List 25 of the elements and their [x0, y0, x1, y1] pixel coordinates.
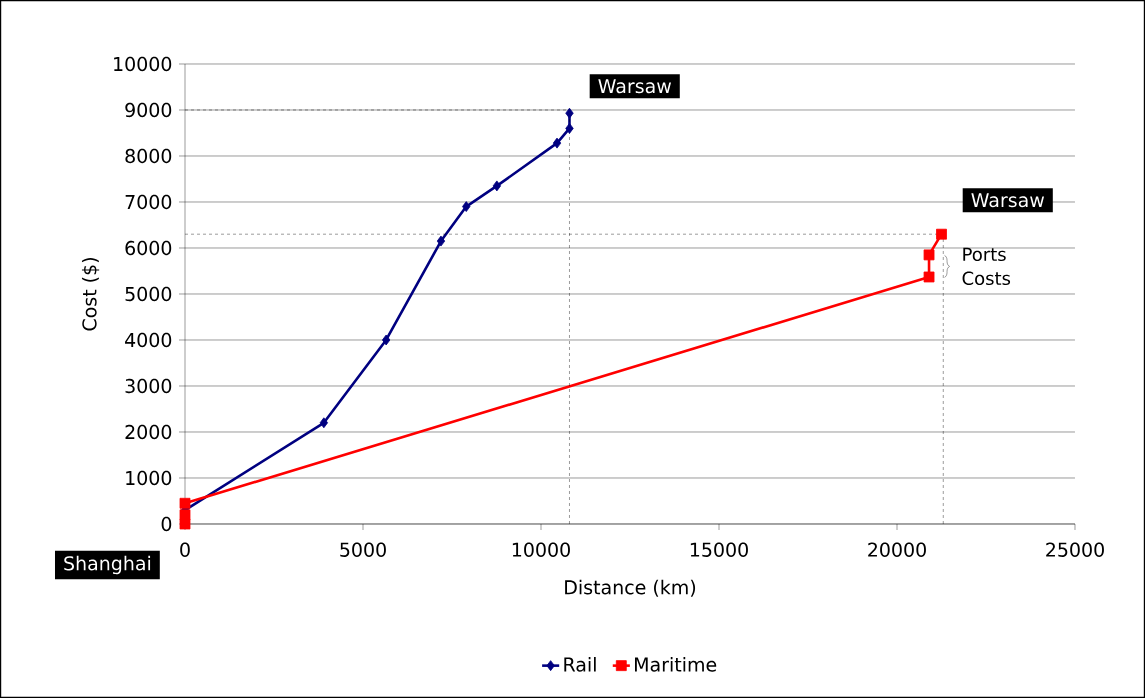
x-tick-label: 10000 — [512, 542, 570, 557]
y-tick-label: 10000 — [114, 56, 172, 72]
x-tick-label: 20000 — [868, 542, 926, 557]
x-axis-title: Distance (km) — [565, 579, 696, 597]
annotation: Warsaw — [971, 193, 1045, 208]
y-tick-label: 7000 — [125, 194, 172, 210]
y-tick-label: 0 — [161, 516, 172, 532]
y-tick-label: 8000 — [125, 148, 172, 164]
annotation: Shanghai — [64, 555, 151, 575]
x-tick-label: 25000 — [1046, 542, 1104, 557]
x-tick-label: 0 — [180, 542, 190, 557]
annotation: Ports Costs — [962, 247, 1011, 286]
y-axis-title: Cost ($) — [81, 258, 100, 331]
legend-label: Rail — [564, 656, 596, 672]
y-tick-label: 2000 — [125, 424, 172, 440]
y-tick-label: 5000 — [125, 286, 172, 302]
y-tick-label: 1000 — [126, 470, 172, 486]
y-tick-label: 6000 — [125, 240, 172, 256]
x-tick-label: 5000 — [340, 542, 386, 557]
annotation: Warsaw — [598, 79, 672, 94]
y-tick-label: 4000 — [125, 332, 172, 348]
y-tick-label: 9000 — [125, 102, 172, 118]
x-tick-label: 15000 — [690, 542, 748, 557]
y-tick-label: 3000 — [125, 378, 172, 394]
legend-label: Maritime — [635, 656, 717, 672]
